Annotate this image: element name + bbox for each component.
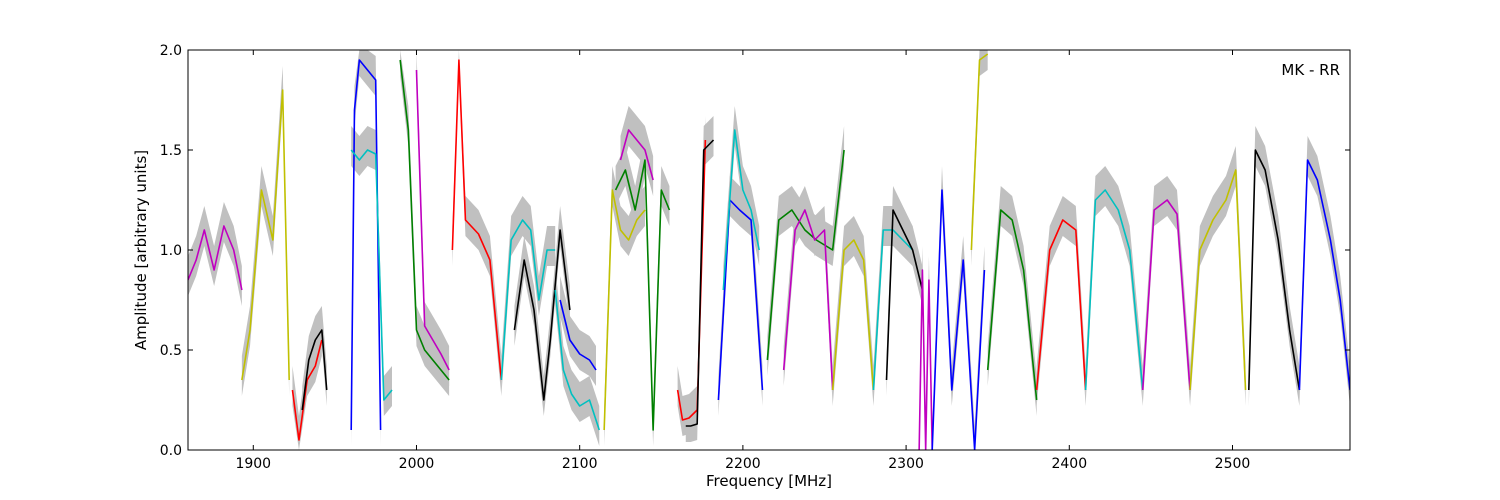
x-tick-label: 2500 bbox=[1215, 456, 1251, 472]
x-tick-label: 2300 bbox=[888, 456, 924, 472]
series-line-21 bbox=[782, 209, 834, 391]
series-line-0 bbox=[188, 225, 243, 291]
y-tick-label: 1.5 bbox=[160, 143, 182, 159]
envelope-band-9 bbox=[501, 196, 556, 396]
envelope-band-3 bbox=[302, 306, 327, 426]
series-line-26 bbox=[931, 189, 986, 450]
series-line-13 bbox=[603, 189, 646, 431]
series-line-27 bbox=[970, 53, 989, 251]
x-tick-label: 2400 bbox=[1051, 456, 1087, 472]
y-tick-label: 0.0 bbox=[160, 443, 182, 459]
series-line-31 bbox=[1141, 199, 1191, 391]
series-line-29 bbox=[1035, 219, 1087, 391]
envelope-band-1 bbox=[241, 66, 290, 396]
series-line-7 bbox=[415, 69, 450, 371]
x-tick-label: 1900 bbox=[235, 456, 271, 472]
series-line-18 bbox=[717, 199, 764, 401]
series-line-24 bbox=[885, 209, 924, 381]
envelope-band-30 bbox=[1085, 166, 1143, 406]
envelope-band-23 bbox=[873, 206, 913, 406]
series-line-28 bbox=[986, 209, 1038, 401]
envelope-band-13 bbox=[604, 166, 645, 446]
series-line-17 bbox=[685, 139, 715, 427]
y-axis-label: Amplitude [arbitrary units] bbox=[132, 150, 150, 350]
chart-annotation: MK - RR bbox=[1281, 61, 1340, 79]
envelope-band-17 bbox=[685, 116, 714, 442]
series-line-25 bbox=[918, 269, 934, 450]
y-tick-label: 0.5 bbox=[160, 343, 182, 359]
envelope-band-10 bbox=[514, 206, 570, 416]
envelope-band-34 bbox=[1299, 136, 1350, 406]
x-tick-label: 2100 bbox=[562, 456, 598, 472]
y-tick-label: 1.0 bbox=[160, 243, 182, 259]
series-line-14 bbox=[614, 159, 671, 431]
envelope-band-15 bbox=[620, 106, 654, 196]
series-line-33 bbox=[1248, 149, 1301, 391]
series-line-12 bbox=[559, 299, 597, 371]
series-line-2 bbox=[291, 339, 323, 441]
series-line-34 bbox=[1298, 159, 1350, 391]
series-line-15 bbox=[619, 129, 654, 181]
x-tick-label: 2000 bbox=[399, 456, 435, 472]
envelope-band-32 bbox=[1190, 146, 1246, 406]
series-layer bbox=[188, 53, 1350, 450]
series-line-11 bbox=[554, 289, 601, 431]
series-line-4 bbox=[350, 59, 382, 431]
envelope-band-24 bbox=[886, 186, 923, 396]
series-line-10 bbox=[513, 229, 571, 401]
series-line-8 bbox=[451, 59, 503, 381]
series-line-19 bbox=[722, 129, 760, 291]
envelope-band-21 bbox=[783, 186, 833, 406]
series-line-9 bbox=[500, 219, 556, 381]
series-line-1 bbox=[241, 89, 290, 381]
envelope-band-0 bbox=[188, 202, 242, 306]
series-line-30 bbox=[1084, 189, 1144, 391]
envelope-band-29 bbox=[1036, 196, 1086, 406]
y-tick-label: 2.0 bbox=[160, 43, 182, 59]
ticks-layer: 1900 2000 2100 2200 2300 2400 2500 0.0 0.5 1.0 1.5… bbox=[160, 43, 1350, 472]
series-line-32 bbox=[1189, 169, 1247, 391]
series-line-20 bbox=[766, 149, 845, 361]
series-line-22 bbox=[831, 239, 875, 391]
x-axis-label: Frequency [MHz] bbox=[706, 472, 832, 490]
x-tick-label: 2200 bbox=[725, 456, 761, 472]
series-line-5 bbox=[350, 149, 393, 401]
series-line-3 bbox=[301, 329, 328, 411]
envelope-band-8 bbox=[452, 50, 502, 396]
envelope-band-20 bbox=[767, 126, 845, 376]
series-line-6 bbox=[399, 59, 450, 381]
